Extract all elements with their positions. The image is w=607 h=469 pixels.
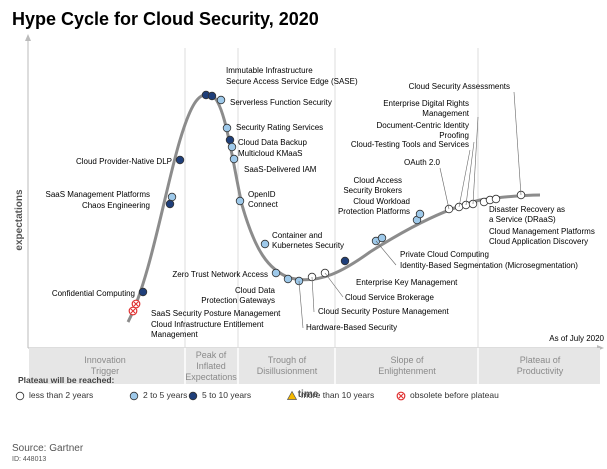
technology-marker (222, 123, 232, 133)
phase-band (29, 348, 600, 384)
technology-marker (216, 95, 226, 105)
technology-marker (165, 199, 175, 209)
y-axis-label: expectations (14, 189, 25, 251)
technology-marker (260, 239, 270, 249)
phase-plateau-line2: Productivity (517, 366, 564, 376)
technology-marker (229, 154, 239, 164)
leader-line (311, 276, 315, 313)
technology-marker (271, 268, 281, 278)
x-axis-label: time (298, 389, 319, 400)
phase-trough-line1: Trough of (268, 355, 307, 365)
technology-marker (167, 192, 177, 202)
technology-label: Confidential Computing (52, 289, 135, 298)
y-axis-arrow-icon (25, 34, 31, 41)
technology-label: OpenID Connect (248, 190, 279, 209)
legend-label: more than 10 years (301, 390, 375, 400)
leader-line (513, 91, 522, 196)
technology-marker (340, 256, 350, 266)
technology-label: Cloud Security Posture Management (318, 307, 450, 316)
technology-label: OAuth 2.0 (404, 158, 441, 167)
technology-marker (175, 155, 185, 165)
technology-marker (138, 287, 148, 297)
phase-slope-line2: Enlightenment (378, 366, 436, 376)
legend-label: less than 2 years (29, 390, 94, 400)
technology-label: Cloud Security Assessments (409, 82, 510, 91)
technology-label: Private Cloud Computing (400, 250, 489, 259)
technology-label: Cloud Infrastructure Entitlement Manageme… (151, 320, 264, 339)
phase-innovation-trigger-line1: Innovation (84, 355, 126, 365)
technology-label: Secure Access Service Edge (SASE) (226, 77, 358, 86)
hype-curve (126, 92, 541, 323)
technology-label: Cloud Data Protection Gateways (201, 286, 275, 305)
technology-label: Identity-Based Segmentation (Microsegmen… (400, 261, 578, 270)
technology-label: Disaster Recovery as a Service (DRaaS) (489, 205, 565, 224)
technology-marker (235, 196, 245, 206)
legend-title: Plateau will be reached: (18, 375, 115, 385)
document-id: ID: 448013 (12, 456, 47, 463)
leader-line (472, 116, 479, 205)
technology-label: Cloud Workload Protection Platforms (338, 197, 410, 216)
phase-innovation-trigger-line2: Trigger (91, 366, 119, 376)
technology-label: Hardware-Based Security (306, 323, 397, 332)
phase-trough-line2: Disillusionment (257, 366, 318, 376)
technology-marker-x (130, 308, 136, 314)
technology-label: Security Rating Services (236, 123, 323, 132)
technology-label: Cloud Application Discovery (489, 237, 588, 246)
page-title: Hype Cycle for Cloud Security, 2020 (12, 9, 319, 29)
technology-label: Document-Centric Identity Proofing (377, 121, 469, 140)
technology-label: Serverless Function Security (230, 98, 332, 107)
technology-label: Cloud Management Platforms (489, 227, 595, 236)
technology-marker (491, 194, 501, 204)
technology-label: SaaS Security Posture Management (151, 309, 281, 318)
technology-label: Cloud Provider-Native DLP (76, 157, 172, 166)
as-of-date: As of July 2020 (549, 334, 604, 343)
leader-line (439, 167, 450, 210)
technology-label: Chaos Engineering (82, 201, 150, 210)
phase-peak-line1: Peak of (196, 350, 227, 360)
leader-line (458, 149, 471, 208)
technology-marker (225, 135, 235, 145)
technology-marker-x (133, 301, 139, 307)
technology-marker (283, 274, 293, 284)
technology-label: Cloud Access Security Brokers (343, 176, 402, 195)
technology-label: Cloud-Testing Tools and Services (351, 140, 469, 149)
technology-marker (227, 142, 237, 152)
leader-line (324, 272, 344, 298)
leader-line (298, 280, 304, 329)
technology-label: SaaS Management Platforms (46, 190, 151, 199)
legend-label: obsolete before plateau (410, 390, 499, 400)
technology-label: Zero Trust Network Access (172, 270, 268, 279)
legend-label: 5 to 10 years (202, 390, 252, 400)
phase-peak-line2: Inflated (196, 361, 226, 371)
phase-plateau-line1: Plateau of (520, 355, 561, 365)
phase-peak-line3: Expectations (185, 372, 237, 382)
technology-label: Immutable Infrastructure (226, 66, 313, 75)
leader-line (465, 141, 475, 206)
leader-line (375, 240, 397, 266)
technology-label: Enterprise Key Management (356, 278, 458, 287)
technology-label: Container and Kubernetes Security (272, 231, 344, 250)
phase-slope-line1: Slope of (390, 355, 424, 365)
technology-label: SaaS-Delivered IAM (244, 165, 317, 174)
technology-label: Multicloud KMaaS (238, 149, 302, 158)
technology-label: Cloud Service Brokerage (345, 293, 434, 302)
technology-marker (415, 209, 425, 219)
technology-marker (377, 233, 387, 243)
legend-label: 2 to 5 years (143, 390, 188, 400)
technology-marker (207, 91, 217, 101)
technology-label: Enterprise Digital Rights Management (383, 99, 470, 118)
technology-label: Cloud Data Backup (238, 138, 307, 147)
source-note: Source: Gartner (12, 443, 84, 454)
